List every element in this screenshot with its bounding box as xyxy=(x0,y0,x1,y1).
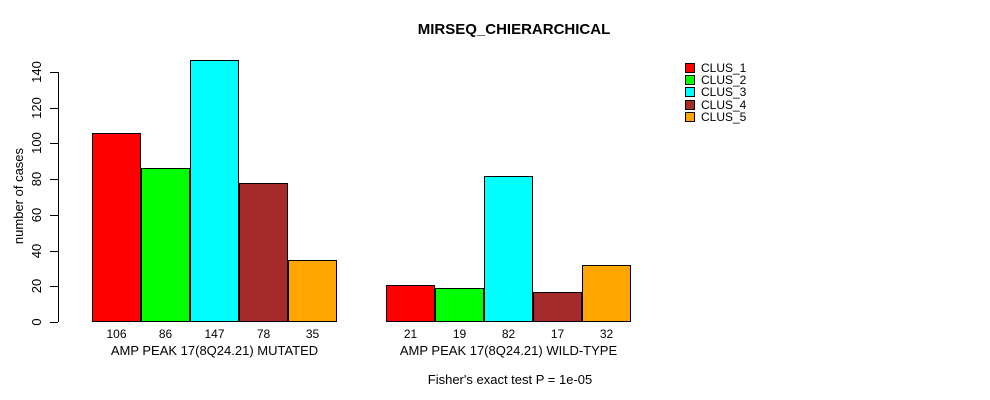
legend-label: CLUS_5 xyxy=(701,109,747,124)
legend-swatch-icon xyxy=(685,99,695,110)
y-axis-tick xyxy=(50,322,58,323)
y-axis-tick xyxy=(50,179,58,181)
bar-value-label: 78 xyxy=(256,327,271,341)
bar-clus_4 xyxy=(239,182,288,322)
bar-clus_4 xyxy=(533,291,582,322)
legend-swatch-icon xyxy=(685,75,695,86)
y-axis-tick xyxy=(50,72,58,73)
y-axis-tick xyxy=(50,107,58,109)
y-axis-tick-label: 60 xyxy=(29,207,44,223)
y-axis-title: number of cases xyxy=(11,147,26,245)
y-axis-tick-label: 100 xyxy=(29,132,44,155)
y-axis-tick xyxy=(50,286,58,288)
legend-label: CLUS_4 xyxy=(701,97,747,112)
bar-clus_5 xyxy=(288,259,337,322)
y-axis-tick-label: 120 xyxy=(29,96,44,119)
bar-value-label: 106 xyxy=(106,327,127,341)
bar-clus_5 xyxy=(582,264,631,322)
y-axis-tick xyxy=(50,214,58,216)
y-axis-tick xyxy=(50,250,58,252)
legend-item: CLUS_5 xyxy=(685,111,746,123)
y-axis-tick-label: 20 xyxy=(29,279,44,294)
bar-clus_2 xyxy=(435,288,484,322)
y-axis-tick-label: 140 xyxy=(29,61,44,83)
group-label: AMP PEAK 17(8Q24.21) MUTATED xyxy=(110,343,319,358)
bar-value-label: 35 xyxy=(305,327,320,341)
legend: CLUS_1 CLUS_2 CLUS_3 CLUS_4 CLUS_5 xyxy=(685,62,746,123)
legend-item: CLUS_4 xyxy=(685,99,746,111)
bar-clus_3 xyxy=(190,59,239,322)
legend-swatch-icon xyxy=(685,87,695,98)
bar-clus_1 xyxy=(386,284,435,322)
y-axis-tick-label: 40 xyxy=(29,243,44,258)
legend-label: CLUS_1 xyxy=(701,61,747,76)
y-axis-line xyxy=(58,72,59,322)
legend-item: CLUS_3 xyxy=(685,86,746,98)
bar-value-label: 82 xyxy=(501,327,516,341)
bar-clus_3 xyxy=(484,175,533,322)
y-axis-tick xyxy=(50,143,58,145)
bar-value-label: 19 xyxy=(452,327,467,341)
bar-value-label: 147 xyxy=(204,327,225,341)
bar-value-label: 32 xyxy=(599,327,614,341)
legend-swatch-icon xyxy=(685,111,695,122)
bar-value-label: 86 xyxy=(158,327,173,341)
legend-label: CLUS_2 xyxy=(701,73,747,88)
chart-title: MIRSEQ_CHIERARCHICAL xyxy=(417,21,611,38)
bar-value-label: 17 xyxy=(550,327,565,341)
bar-clus_2 xyxy=(141,168,190,322)
legend-item: CLUS_1 xyxy=(685,62,746,74)
annotation-text: Fisher's exact test P = 1e-05 xyxy=(427,372,593,387)
bar-value-label: 21 xyxy=(403,327,418,341)
legend-label: CLUS_3 xyxy=(701,85,747,100)
legend-swatch-icon xyxy=(685,63,695,74)
legend-item: CLUS_2 xyxy=(685,74,746,86)
group-label: AMP PEAK 17(8Q24.21) WILD-TYPE xyxy=(399,343,618,358)
bar-clus_1 xyxy=(92,132,141,322)
y-axis-tick-label: 80 xyxy=(29,171,44,187)
y-axis-tick-label: 0 xyxy=(29,318,44,326)
